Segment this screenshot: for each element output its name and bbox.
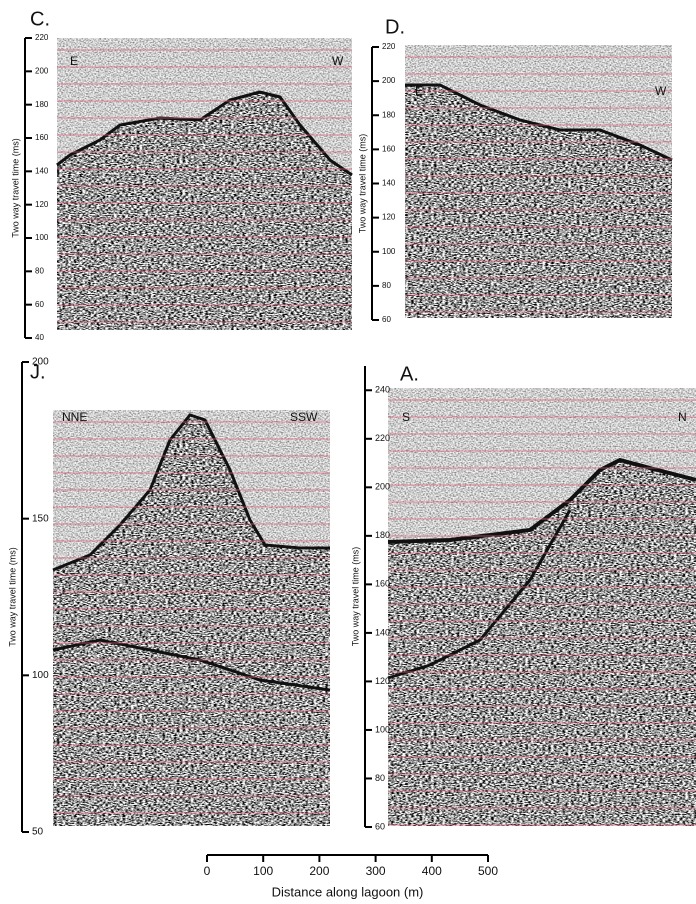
direction-left: S bbox=[402, 410, 410, 424]
y-tick-label: 60 bbox=[375, 821, 385, 831]
y-axis-label: Two way travel time (ms) bbox=[357, 134, 367, 234]
direction-left: E bbox=[70, 54, 78, 68]
y-tick-label: 100 bbox=[35, 233, 49, 242]
scale-label: Distance along lagoon (m) bbox=[272, 884, 424, 899]
y-axis-label: Two way travel time (ms) bbox=[10, 138, 20, 238]
y-tick-label: 60 bbox=[35, 300, 44, 309]
scale-tick-label: 500 bbox=[478, 864, 498, 878]
y-tick-label: 80 bbox=[375, 773, 385, 783]
y-tick-label: 160 bbox=[382, 144, 396, 153]
y-tick-label: 150 bbox=[32, 513, 49, 524]
y-tick-label: 100 bbox=[375, 724, 390, 734]
y-tick-label: 220 bbox=[35, 33, 49, 42]
y-tick-label: 40 bbox=[35, 333, 44, 342]
y-tick-label: 180 bbox=[35, 100, 49, 109]
direction-right: SSW bbox=[290, 410, 318, 424]
seismic-images bbox=[52, 38, 696, 826]
panel-label: D. bbox=[385, 16, 405, 38]
y-tick-label: 100 bbox=[382, 247, 396, 256]
y-tick-label: 140 bbox=[375, 627, 390, 637]
y-tick-label: 180 bbox=[382, 110, 396, 119]
y-axis-label: Two way travel time (ms) bbox=[7, 547, 17, 647]
scale-tick-label: 0 bbox=[204, 864, 211, 878]
y-tick-label: 120 bbox=[382, 213, 396, 222]
direction-right: W bbox=[332, 54, 344, 68]
y-tick-label: 140 bbox=[35, 166, 49, 175]
y-axis-label: Two way travel time (ms) bbox=[350, 547, 360, 647]
y-tick-label: 140 bbox=[382, 179, 396, 188]
direction-left: NNE bbox=[62, 410, 87, 424]
y-tick-label: 200 bbox=[35, 66, 49, 75]
y-tick-label: 80 bbox=[35, 266, 44, 275]
y-tick-label: 60 bbox=[382, 315, 391, 324]
y-tick-label: 200 bbox=[32, 357, 49, 368]
scale-tick-label: 100 bbox=[253, 864, 273, 878]
y-tick-label: 220 bbox=[382, 42, 396, 51]
y-tick-label: 160 bbox=[35, 133, 49, 142]
y-tick-label: 220 bbox=[375, 433, 390, 443]
panel-label: J. bbox=[30, 361, 46, 383]
panel-label: A. bbox=[400, 363, 419, 385]
scale-tick-label: 200 bbox=[309, 864, 329, 878]
y-tick-label: 80 bbox=[382, 281, 391, 290]
y-tick-label: 120 bbox=[375, 676, 390, 686]
direction-right: N bbox=[678, 410, 687, 424]
y-tick-label: 180 bbox=[375, 530, 390, 540]
y-tick-label: 100 bbox=[32, 670, 49, 681]
y-tick-label: 50 bbox=[32, 827, 44, 838]
y-tick-label: 160 bbox=[375, 579, 390, 589]
direction-right: W bbox=[655, 84, 667, 98]
panel-label: C. bbox=[30, 8, 50, 30]
scale-tick-label: 400 bbox=[422, 864, 442, 878]
y-tick-label: 200 bbox=[375, 482, 390, 492]
red-lines bbox=[53, 49, 696, 826]
y-tick-label: 120 bbox=[35, 200, 49, 209]
direction-left: E bbox=[415, 84, 423, 98]
y-tick-label: 240 bbox=[375, 385, 390, 395]
y-tick-label: 200 bbox=[382, 76, 396, 85]
scale-tick-label: 300 bbox=[366, 864, 386, 878]
